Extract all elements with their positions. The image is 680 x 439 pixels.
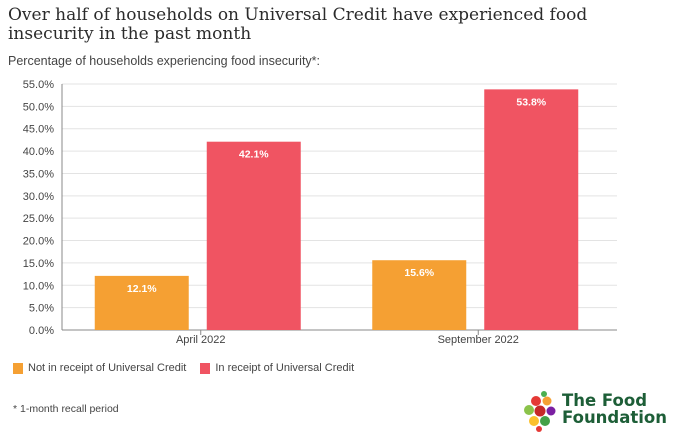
fruit-cluster-icon bbox=[524, 391, 556, 432]
bar bbox=[94, 275, 189, 330]
legend-swatch-uc bbox=[200, 362, 211, 374]
chart-title: Over half of households on Universal Cre… bbox=[8, 5, 588, 44]
x-tick-label: April 2022 bbox=[176, 334, 226, 346]
logo-line1: The Food bbox=[562, 391, 648, 410]
legend: Not in receipt of Universal Credit In re… bbox=[13, 362, 354, 374]
footnote: * 1-month recall period bbox=[13, 403, 119, 415]
bar-data-label: 42.1% bbox=[239, 149, 269, 161]
legend-item-uc[interactable]: In receipt of Universal Credit bbox=[200, 362, 354, 374]
bar-data-label: 15.6% bbox=[404, 267, 434, 279]
y-tick-label: 5.0% bbox=[29, 303, 54, 315]
y-tick-label: 40.0% bbox=[23, 146, 54, 158]
bar-data-label: 12.1% bbox=[127, 283, 157, 295]
x-tick-label: September 2022 bbox=[438, 334, 519, 346]
y-tick-label: 0.0% bbox=[29, 325, 54, 337]
bar bbox=[372, 260, 467, 330]
legend-item-not-uc[interactable]: Not in receipt of Universal Credit bbox=[13, 362, 186, 374]
y-tick-label: 20.0% bbox=[23, 236, 54, 248]
y-tick-label: 45.0% bbox=[23, 124, 54, 136]
food-foundation-logo[interactable]: The Food Foundation bbox=[522, 388, 667, 432]
y-tick-label: 15.0% bbox=[23, 258, 54, 270]
y-tick-label: 35.0% bbox=[23, 168, 54, 180]
bar bbox=[206, 141, 301, 330]
y-tick-label: 50.0% bbox=[23, 101, 54, 113]
bar bbox=[484, 89, 579, 330]
chart-subtitle: Percentage of households experiencing fo… bbox=[8, 54, 321, 68]
legend-swatch-not-uc bbox=[13, 362, 23, 374]
y-tick-label: 10.0% bbox=[23, 280, 54, 292]
legend-label-not-uc: Not in receipt of Universal Credit bbox=[28, 362, 187, 374]
y-tick-label: 30.0% bbox=[23, 191, 54, 203]
bar-chart: 0.0% 5.0% 10.0% 15.0% 20.0% 25.0% 30.0% 35.0% 40… bbox=[23, 79, 617, 346]
y-tick-label: 55.0% bbox=[23, 79, 54, 91]
logo-text: The Food Foundation bbox=[562, 392, 667, 426]
legend-label-uc: In receipt of Universal Credit bbox=[215, 362, 355, 374]
y-tick-label: 25.0% bbox=[23, 213, 54, 225]
logo-line2: Foundation bbox=[562, 408, 668, 427]
bar-data-label: 53.8% bbox=[516, 96, 546, 108]
